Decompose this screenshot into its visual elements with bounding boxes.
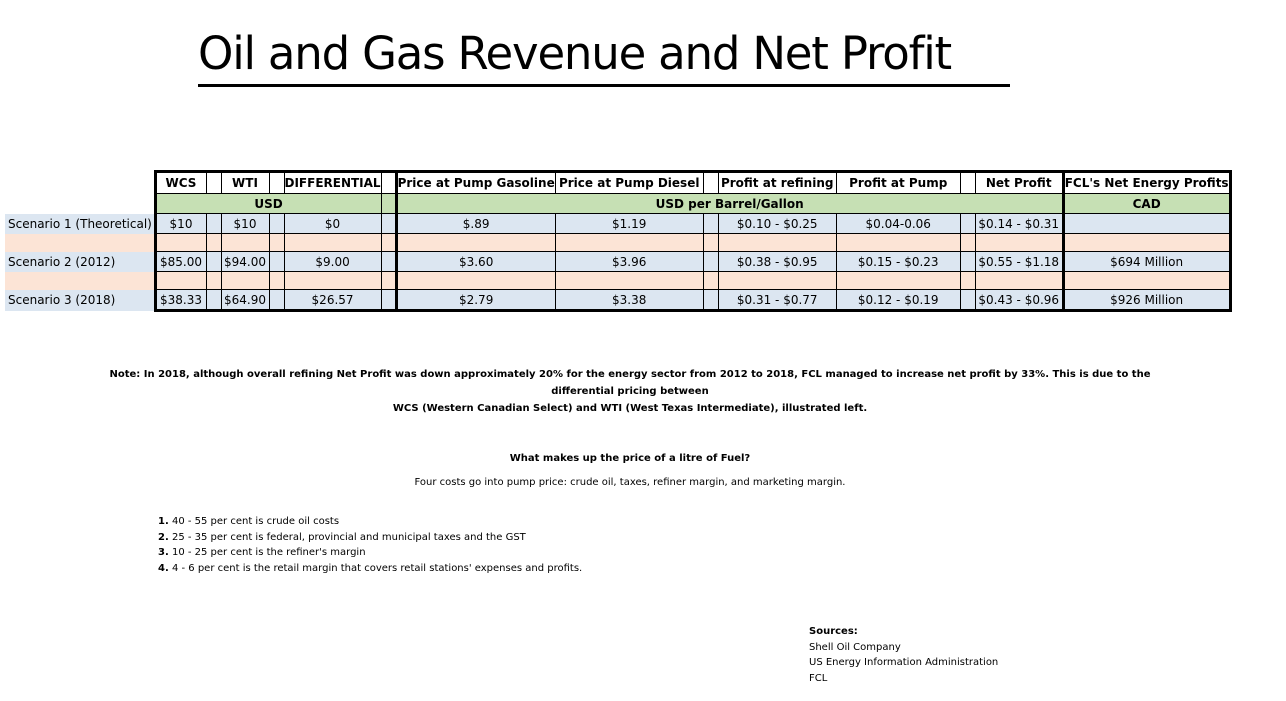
- cell-gasoline: $.89: [394, 213, 556, 234]
- spacer-row: [5, 271, 1232, 290]
- table-row: Scenario 2 (2012) $85.00 $94.00 $9.00 $3…: [5, 251, 1232, 272]
- list-item: 2. 25 - 35 per cent is federal, provinci…: [158, 530, 582, 546]
- cost-breakdown-list: 1. 40 - 55 per cent is crude oil costs 2…: [158, 514, 582, 576]
- cell-wti: $94.00: [220, 251, 270, 272]
- list-item: 3. 10 - 25 per cent is the refiner's mar…: [158, 545, 582, 561]
- revenue-profit-table: WCS WTI DIFFERENTIAL Price at Pump Gasol…: [5, 170, 1232, 312]
- header-pump-gasoline: Price at Pump Gasoline: [394, 170, 556, 194]
- list-item: 4. 4 - 6 per cent is the retail margin t…: [158, 561, 582, 577]
- cell-fcl: [1061, 213, 1232, 234]
- fuel-price-intro: Four costs go into pump price: crude oil…: [414, 477, 846, 488]
- cell-differential: $0: [283, 213, 382, 234]
- cell-net: $0.43 - $0.96: [974, 289, 1064, 312]
- list-item-text: 25 - 35 per cent is federal, provincial …: [171, 531, 526, 543]
- note-line-1: Note: In 2018, although overall refining…: [109, 369, 1151, 397]
- cell-refining: $0.10 - $0.25: [717, 213, 837, 234]
- cell-net: $0.55 - $1.18: [974, 251, 1064, 272]
- cell-pump: $0.15 - $0.23: [835, 251, 961, 272]
- cell-net: $0.14 - $0.31: [974, 213, 1064, 234]
- header-fcl-profits: FCL's Net Energy Profits: [1061, 170, 1232, 194]
- list-item-text: 40 - 55 per cent is crude oil costs: [171, 516, 340, 527]
- table-row: Scenario 1 (Theoretical) $10 $10 $0 $.89…: [5, 213, 1232, 234]
- page-title: Oil and Gas Revenue and Net Profit: [198, 24, 1010, 87]
- list-item-number: 1.: [158, 516, 169, 527]
- scenario-label: Scenario 1 (Theoretical): [5, 213, 157, 234]
- note-line-2: WCS (Western Canadian Select) and WTI (W…: [392, 403, 868, 414]
- sources-heading: Sources:: [809, 626, 858, 637]
- spacer-row: [5, 233, 1232, 252]
- header-wti: WTI: [220, 170, 270, 194]
- cell-pump: $0.04-0.06: [835, 213, 961, 234]
- cell-gasoline: $3.60: [394, 251, 556, 272]
- header-differential: DIFFERENTIAL: [283, 170, 382, 194]
- cell-diesel: $3.96: [554, 251, 704, 272]
- unit-usd: USD: [153, 193, 382, 214]
- cell-pump: $0.12 - $0.19: [835, 289, 961, 312]
- cell-differential: $9.00: [283, 251, 382, 272]
- cell-diesel: $1.19: [554, 213, 704, 234]
- header-profit-refining: Profit at refining: [717, 170, 837, 194]
- unit-cad: CAD: [1061, 193, 1232, 214]
- source-item: US Energy Information Administration: [809, 657, 999, 668]
- header-wcs: WCS: [153, 170, 207, 194]
- cell-differential: $26.57: [283, 289, 382, 312]
- list-item: 1. 40 - 55 per cent is crude oil costs: [158, 514, 582, 530]
- header-row: WCS WTI DIFFERENTIAL Price at Pump Gasol…: [5, 170, 1232, 194]
- list-item-number: 2.: [158, 531, 169, 543]
- source-item: Shell Oil Company: [809, 641, 901, 653]
- list-item-number: 3.: [158, 547, 169, 558]
- header-net-profit: Net Profit: [974, 170, 1064, 194]
- list-item-text: 4 - 6 per cent is the retail margin that…: [171, 562, 583, 574]
- cell-wti: $10: [220, 213, 270, 234]
- cell-fcl: $926 Million: [1061, 289, 1232, 312]
- table-row: Scenario 3 (2018) $38.33 $64.90 $26.57 $…: [5, 289, 1232, 312]
- unit-usd-barrel: USD per Barrel/Gallon: [394, 193, 1064, 214]
- list-item-text: 10 - 25 per cent is the refiner's margin: [171, 547, 366, 558]
- cell-refining: $0.38 - $0.95: [717, 251, 837, 272]
- cell-refining: $0.31 - $0.77: [717, 289, 837, 312]
- cell-gasoline: $2.79: [394, 289, 556, 312]
- sources-block: Sources: Shell Oil Company US Energy Inf…: [809, 624, 998, 686]
- cell-fcl: $694 Million: [1061, 251, 1232, 272]
- header-pump-diesel: Price at Pump Diesel: [554, 170, 704, 194]
- fuel-price-question: What makes up the price of a litre of Fu…: [509, 453, 751, 464]
- cell-wcs: $38.33: [153, 289, 207, 312]
- scenario-label: Scenario 2 (2012): [5, 251, 157, 272]
- cell-diesel: $3.38: [554, 289, 704, 312]
- source-item: FCL: [809, 672, 828, 684]
- scenario-label: Scenario 3 (2018): [5, 289, 157, 311]
- cell-wti: $64.90: [220, 289, 270, 312]
- cell-wcs: $10: [153, 213, 207, 234]
- header-profit-pump: Profit at Pump: [835, 170, 961, 194]
- list-item-number: 4.: [158, 562, 169, 574]
- cell-wcs: $85.00: [153, 251, 207, 272]
- unit-row: USD USD per Barrel/Gallon CAD: [5, 193, 1232, 214]
- note-paragraph: Note: In 2018, although overall refining…: [95, 366, 1165, 417]
